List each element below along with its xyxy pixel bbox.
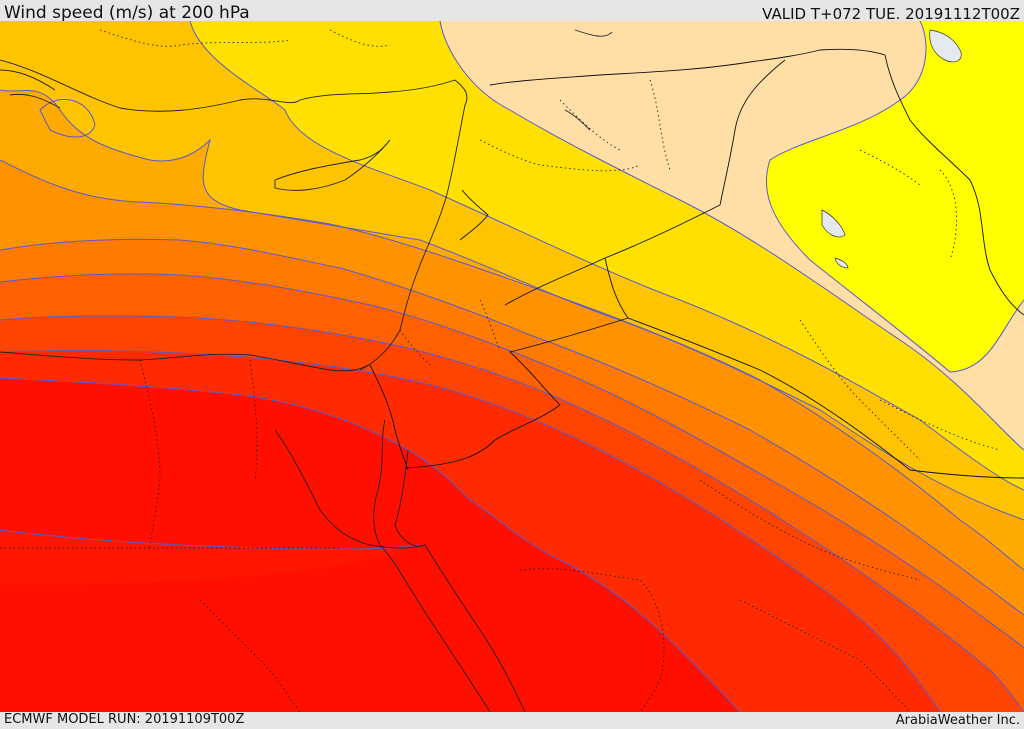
isotach-6	[0, 350, 941, 712]
model-run: ECMWF MODEL RUN: 20191109T00Z	[4, 712, 245, 727]
admin-7	[559, 99, 621, 151]
admin-16	[479, 299, 501, 351]
admin-5	[699, 479, 921, 581]
footer-bar: ECMWF MODEL RUN: 20191109T00Z ArabiaWeat…	[0, 712, 1024, 729]
map-area	[0, 21, 1024, 712]
admin-10	[739, 599, 911, 712]
band-core	[0, 530, 420, 585]
coastline-cyprus	[274, 139, 391, 191]
coastline-red-sea-west	[373, 419, 491, 712]
isotach-10	[189, 21, 1024, 491]
border-syria-lebanon	[459, 189, 489, 241]
header-bar: Wind speed (m/s) at 200 hPa VALID T+072 …	[0, 0, 1024, 23]
coastline-turkey	[0, 59, 468, 112]
border-iraq-saudi	[604, 257, 1024, 479]
admin-13	[99, 29, 291, 47]
lake-urmia	[929, 29, 962, 63]
isotach-8	[0, 529, 421, 550]
admin-boundaries	[0, 29, 1001, 712]
coastline-lake-van	[564, 29, 613, 131]
coastline-levant	[359, 104, 466, 371]
border-jordan-saudi	[404, 317, 629, 469]
isotach-2	[0, 159, 1024, 571]
admin-2	[139, 359, 161, 549]
coastline-aegean	[0, 69, 61, 109]
admin-8	[649, 79, 671, 171]
isotach-5	[0, 315, 1024, 712]
admin-9	[799, 319, 921, 461]
credit-label: ArabiaWeather Inc.	[895, 713, 1020, 728]
coastline-egypt	[0, 351, 369, 372]
valid-time: VALID T+072 TUE. 20191112T00Z	[762, 5, 1020, 23]
isotach-lines	[0, 21, 1024, 712]
isotach-4	[0, 273, 1024, 649]
isotach-3	[0, 238, 1024, 616]
border-israel-egypt	[369, 364, 409, 471]
admin-12	[879, 399, 1001, 451]
isotach-12	[39, 98, 96, 138]
water-bodies	[821, 29, 962, 269]
border-iran-iraq	[884, 54, 1024, 316]
lake-tharthar	[821, 209, 846, 238]
admin-6	[479, 139, 641, 172]
wind-speed-map	[0, 21, 1024, 712]
coastlines	[0, 29, 613, 712]
coastline-gulf-suez	[274, 429, 426, 549]
border-syria-iraq	[504, 59, 786, 306]
border-turkey-syria	[489, 48, 886, 86]
map-title: Wind speed (m/s) at 200 hPa	[4, 3, 250, 23]
national-borders	[369, 48, 1024, 479]
admin-14	[329, 29, 391, 47]
isotach-9	[439, 21, 1024, 451]
isotach-7	[0, 377, 741, 712]
admin-11	[939, 169, 958, 261]
coastline-red-sea-east	[394, 449, 526, 712]
lake-razzaza	[834, 257, 849, 269]
